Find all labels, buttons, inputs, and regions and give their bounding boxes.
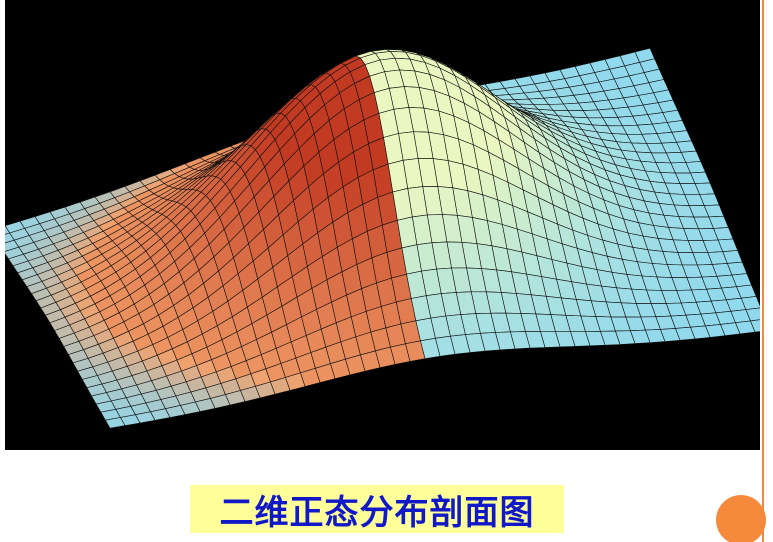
caption-title: 二维正态分布剖面图 [219, 492, 535, 533]
normal-distribution-surface [5, 47, 760, 429]
right-accent-rule [762, 0, 764, 542]
surface-plot-panel [5, 0, 760, 450]
caption-box: 二维正态分布剖面图 [190, 485, 564, 533]
surface-mesh [5, 47, 760, 429]
orange-circle-decoration [716, 495, 766, 542]
surface-cell [104, 417, 126, 429]
